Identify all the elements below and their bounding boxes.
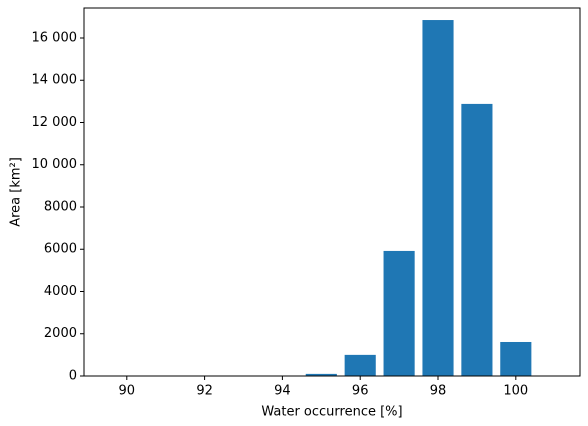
bar — [383, 250, 415, 376]
y-tick-label: 0 — [69, 369, 77, 384]
x-tick-label: 100 — [503, 384, 528, 399]
x-tick-label: 98 — [430, 384, 447, 399]
bar — [344, 354, 376, 376]
x-tick-label: 90 — [119, 384, 136, 399]
bar — [305, 373, 337, 376]
y-axis-label: Area [km²] — [9, 157, 24, 227]
y-tick-label: 6000 — [44, 242, 77, 257]
y-tick-label: 12 000 — [32, 115, 78, 130]
bar — [422, 20, 454, 377]
x-tick-label: 94 — [274, 384, 291, 399]
bar — [500, 341, 532, 376]
x-axis-label: Water occurrence [%] — [261, 405, 402, 420]
bar — [461, 103, 493, 377]
x-tick-label: 92 — [196, 384, 213, 399]
y-tick-label: 8000 — [44, 199, 77, 214]
y-tick-label: 14 000 — [32, 73, 78, 88]
y-tick-label: 10 000 — [32, 157, 78, 172]
y-tick-label: 16 000 — [32, 30, 78, 45]
y-tick-label: 2000 — [44, 326, 77, 341]
x-tick-label: 96 — [352, 384, 369, 399]
y-tick-label: 4000 — [44, 284, 77, 299]
plot-frame — [83, 7, 581, 377]
